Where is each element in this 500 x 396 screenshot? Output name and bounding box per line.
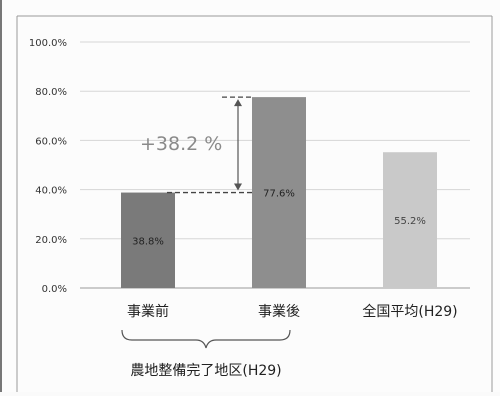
group-label: 農地整備完了地区(H29) bbox=[130, 363, 281, 379]
y-tick-label: 0.0% bbox=[42, 284, 67, 295]
y-tick-label: 100.0% bbox=[29, 38, 67, 49]
y-tick-label: 60.0% bbox=[35, 136, 67, 147]
x-tick-label: 事業後 bbox=[258, 304, 300, 320]
data-label: 38.8% bbox=[132, 236, 164, 247]
data-label: 77.6% bbox=[263, 189, 295, 200]
bar bbox=[383, 152, 437, 288]
y-tick-label: 20.0% bbox=[35, 235, 67, 246]
arrow-head-up bbox=[234, 99, 242, 107]
x-tick-label: 全国平均(H29) bbox=[362, 303, 457, 320]
arrow-head-down bbox=[234, 183, 242, 191]
x-tick-label: 事業前 bbox=[127, 303, 169, 320]
group-brace bbox=[121, 329, 291, 349]
difference-annotation: +38.2 % bbox=[140, 133, 222, 155]
bar bbox=[121, 192, 175, 288]
data-label: 55.2% bbox=[394, 216, 426, 227]
y-tick-label: 80.0% bbox=[35, 87, 67, 98]
y-tick-label: 40.0% bbox=[35, 186, 67, 197]
bar bbox=[252, 97, 306, 288]
